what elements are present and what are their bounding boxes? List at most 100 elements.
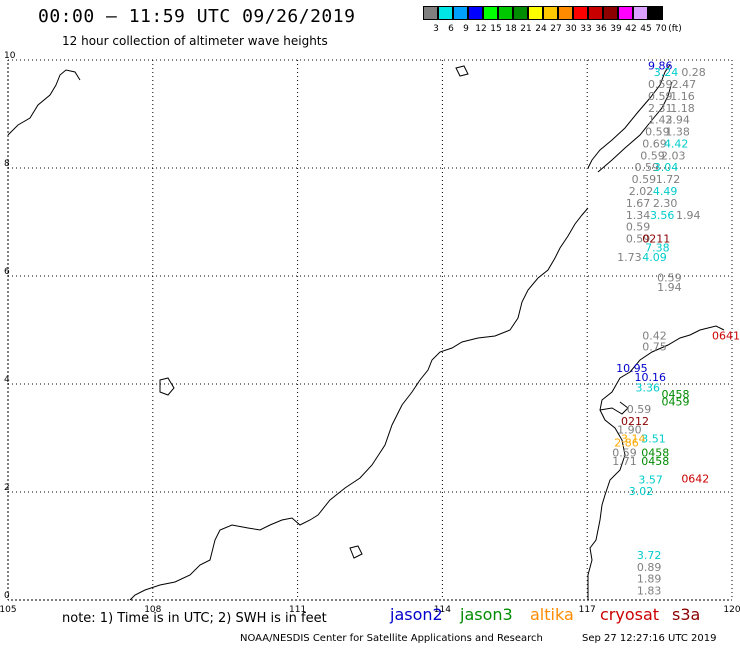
- page-subtitle: 12 hour collection of altimeter wave hei…: [62, 34, 328, 48]
- wave-height-value: 3.57: [638, 473, 663, 486]
- legend-label: 45: [640, 24, 652, 34]
- wave-height-value: 3.36: [635, 382, 660, 395]
- legend-swatch: [438, 6, 453, 20]
- legend-swatch: [633, 6, 648, 20]
- legend-label: 27: [550, 24, 562, 34]
- satellite-altika: altika: [530, 605, 574, 624]
- observations: 9.863.24 0.280.59 2.470.591.162.311.181.43…: [612, 60, 740, 598]
- legend-swatch: [588, 6, 603, 20]
- satellite-s3a: s3a: [672, 605, 701, 624]
- generation-timestamp: Sep 27 12:27:16 UTC 2019: [582, 633, 717, 644]
- legend-label: 21: [520, 24, 532, 34]
- legend-label: 12: [475, 24, 487, 34]
- coastline-borneo: [587, 325, 725, 600]
- wave-height-value: 0459: [662, 396, 690, 409]
- wave-height-value: 0.69: [642, 137, 667, 150]
- footer-note: note: 1) Time is in UTC; 2) SWH is in fe…: [62, 611, 327, 626]
- wave-height-value: 0212: [621, 415, 649, 428]
- wave-height-value: 1.73: [617, 251, 642, 264]
- credit-text: NOAA/NESDIS Center for Satellite Applica…: [240, 633, 543, 644]
- wave-height-value: 2.86: [614, 437, 639, 450]
- wave-height-value: 2.94: [665, 114, 690, 127]
- legend-swatch: [528, 6, 543, 20]
- wave-height-value: 0.59: [648, 78, 673, 91]
- wave-height-value: 0.59: [632, 173, 657, 186]
- lat-tick-label: 0: [4, 591, 10, 601]
- wave-height-value: 3.72: [637, 549, 662, 562]
- wave-height-value: 9.86: [648, 60, 673, 73]
- coastline-mainland: [129, 207, 589, 601]
- coastline-sabah-bay: [599, 401, 629, 415]
- wave-height-value: 3.56: [650, 209, 675, 222]
- coastline-palawan: [587, 64, 671, 169]
- wave-height-value: 0.42: [642, 330, 667, 343]
- coastline-island-natuna: [349, 545, 363, 559]
- legend-swatch: [648, 6, 663, 20]
- legend-label: 24: [535, 24, 547, 34]
- axis-ticks: 105 108 111 114 117 120 0 2 4 6 8 10: [0, 51, 740, 615]
- lat-tick-label: 8: [4, 159, 10, 169]
- wave-height-value: 10.16: [635, 371, 667, 384]
- wave-height-value: 4.42: [664, 137, 689, 150]
- legend-label: 33: [580, 24, 592, 34]
- wave-height-value: 0.59: [627, 403, 652, 416]
- wave-height-value: 1.71: [612, 455, 637, 468]
- wave-height-value: 0458: [641, 455, 669, 468]
- lat-tick-label: 4: [4, 375, 10, 385]
- wave-height-value: 0.59: [612, 446, 637, 459]
- wave-height-value: 3.14: [621, 432, 646, 445]
- wave-height-value: 0.59: [626, 233, 651, 246]
- wave-height-value: 1.38: [665, 126, 690, 139]
- satellite-jason2: jason2: [390, 605, 443, 624]
- wave-height-value: 3.51: [641, 432, 666, 445]
- legend-label: 42: [625, 24, 637, 34]
- wave-height-value: 4.09: [642, 251, 667, 264]
- wave-height-value: 2.31: [648, 102, 673, 115]
- wave-height-value: 0.89: [637, 561, 662, 574]
- legend-swatch: [603, 6, 618, 20]
- wave-height-value: 0.59: [657, 271, 682, 284]
- wave-height-value: 0.75: [642, 341, 667, 354]
- legend-label: 18: [505, 24, 517, 34]
- legend-label: 36: [595, 24, 607, 34]
- legend-swatch: [468, 6, 483, 20]
- wave-height-value: 1.90: [617, 424, 642, 437]
- wave-height-value: 1.94: [657, 281, 682, 294]
- legend-label: 70: [655, 24, 667, 34]
- wave-height-value: 3.24: [654, 66, 679, 79]
- lon-tick-label: 117: [579, 605, 596, 615]
- wave-height-value: 0.59: [626, 221, 651, 234]
- lat-tick-label: 2: [4, 483, 10, 493]
- wave-height-value: 3.02: [629, 485, 654, 498]
- page-title: 00:00 – 11:59 UTC 09/26/2019: [38, 6, 356, 27]
- wave-height-value: 0458: [662, 388, 690, 401]
- wave-height-value: 3.04: [654, 161, 679, 174]
- lat-tick-label: 10: [4, 51, 16, 61]
- satellite-jason3: jason3: [460, 605, 513, 624]
- wave-height-value: 0.28: [681, 66, 706, 79]
- coastline-palawan-east: [597, 81, 673, 173]
- wave-height-value: 1.67: [626, 197, 651, 210]
- wave-height-value: 7.38: [645, 242, 670, 255]
- legend-label: 9: [463, 24, 469, 34]
- wave-height-value: 10.95: [616, 362, 648, 375]
- wave-height-value: 1.89: [637, 573, 662, 586]
- wave-height-value: 1.34: [626, 209, 651, 222]
- wave-height-value: 1.43: [648, 114, 673, 127]
- wave-height-value: 1.18: [670, 102, 695, 115]
- coastline-island-anambas: [159, 377, 175, 396]
- wave-height-value: 1.72: [656, 173, 681, 186]
- wave-height-value: 0.59: [645, 126, 670, 139]
- lon-tick-label: 111: [289, 605, 306, 615]
- map-grid: [7, 59, 733, 601]
- coastline-island-north: [455, 65, 469, 77]
- wave-height-value: 2.47: [672, 78, 697, 91]
- legend-label: 6: [448, 24, 454, 34]
- wave-height-value: 2.03: [661, 149, 686, 162]
- wave-height-value: 2.02: [629, 185, 654, 198]
- legend-label: 3: [433, 24, 439, 34]
- wave-height-value: 0458: [641, 446, 669, 459]
- wave-height-value: 1.94: [676, 209, 701, 222]
- legend-label: 39: [610, 24, 622, 34]
